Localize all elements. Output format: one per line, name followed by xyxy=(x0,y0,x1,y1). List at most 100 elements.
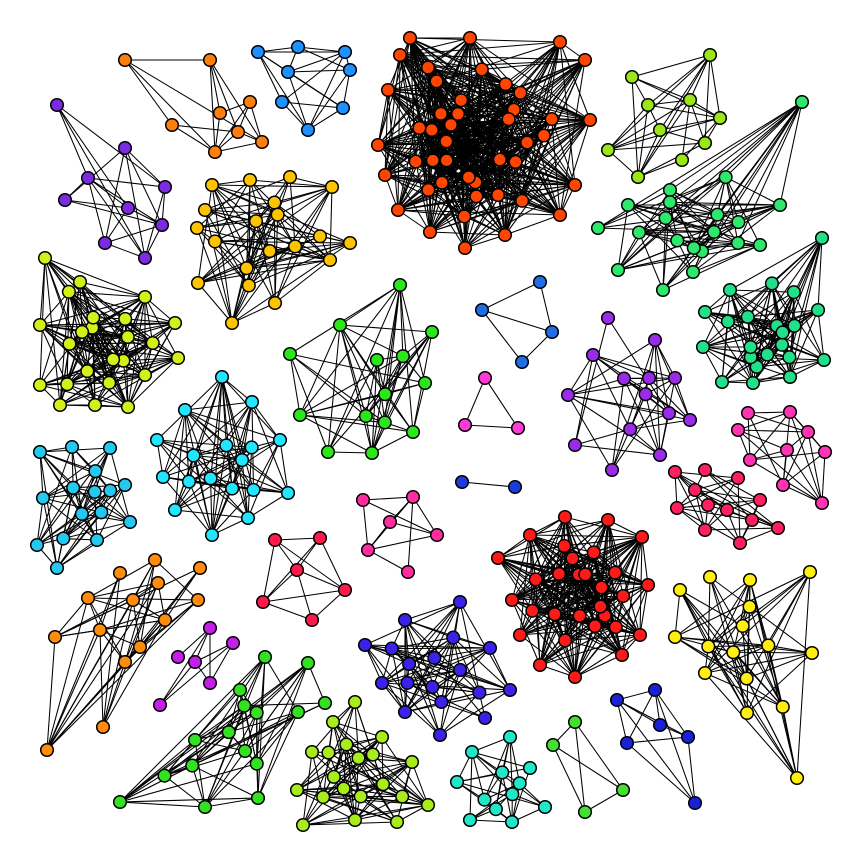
cluster-c10 xyxy=(282,277,440,461)
graph-edge xyxy=(445,140,523,202)
graph-node xyxy=(249,756,264,771)
graph-edge xyxy=(648,377,691,421)
graph-edge xyxy=(39,451,58,569)
graph-node xyxy=(272,432,288,448)
graph-edge xyxy=(531,545,565,612)
cluster-edges-c11 xyxy=(481,281,553,363)
graph-edge xyxy=(617,176,727,271)
graph-edge xyxy=(196,227,331,261)
cluster-c28 xyxy=(449,729,553,830)
graph-edge xyxy=(611,378,625,471)
graph-node xyxy=(320,444,336,460)
graph-edge xyxy=(531,572,616,612)
graph-edge xyxy=(144,296,154,344)
graph-edge xyxy=(99,619,166,631)
graph-edge xyxy=(721,237,823,383)
graph-edge xyxy=(119,705,245,803)
graph-edge xyxy=(322,796,429,806)
graph-edge xyxy=(36,497,44,546)
graph-edge xyxy=(68,291,146,298)
graph-edge xyxy=(679,589,744,627)
graph-node xyxy=(513,85,528,100)
graph-node xyxy=(501,112,516,127)
graph-edge xyxy=(432,113,442,161)
graph-edge xyxy=(674,377,691,421)
graph-edge xyxy=(427,92,521,191)
graph-edge xyxy=(535,545,565,580)
graph-edge xyxy=(704,579,751,674)
graph-edge xyxy=(471,751,486,801)
graph-edge xyxy=(159,661,196,706)
graph-node xyxy=(360,542,376,558)
graph-edge xyxy=(592,354,650,379)
graph-edge xyxy=(497,557,586,575)
graph-node xyxy=(250,790,266,806)
graph-edge xyxy=(343,754,374,790)
graph-edge xyxy=(214,240,271,252)
graph-node xyxy=(515,193,530,208)
cluster-c08 xyxy=(32,250,186,415)
graph-edge xyxy=(171,124,239,133)
graph-edge xyxy=(584,789,624,813)
graph-edge xyxy=(639,536,643,636)
graph-node xyxy=(560,387,576,403)
graph-edge xyxy=(418,127,545,137)
graph-node xyxy=(730,422,746,438)
graph-node xyxy=(207,234,223,249)
graph-node xyxy=(707,224,722,239)
graph-edge xyxy=(44,257,146,298)
graph-edge xyxy=(408,663,441,736)
graph-node xyxy=(752,237,768,253)
graph-node xyxy=(117,52,133,68)
graph-edge xyxy=(171,124,216,153)
graph-node xyxy=(150,575,166,591)
graph-node xyxy=(189,220,205,236)
graph-node xyxy=(640,97,656,113)
graph-node xyxy=(600,142,616,158)
graph-edge xyxy=(559,119,591,216)
graph-node xyxy=(567,177,583,193)
graph-edge xyxy=(704,527,779,531)
graph-edge xyxy=(519,92,545,137)
graph-edge xyxy=(197,186,333,284)
graph-edge xyxy=(737,429,788,451)
graph-node xyxy=(364,445,380,461)
graph-node xyxy=(567,714,583,730)
graph-edge xyxy=(431,637,454,688)
graph-edge xyxy=(616,699,689,738)
graph-node xyxy=(92,622,108,638)
graph-edge xyxy=(46,661,126,751)
graph-edge xyxy=(296,569,346,591)
graph-edge xyxy=(42,497,98,541)
graph-edge xyxy=(163,775,206,808)
graph-edge xyxy=(412,382,426,433)
cluster-c04 xyxy=(49,97,173,266)
graph-node xyxy=(744,512,760,528)
graph-edge xyxy=(623,378,691,421)
graph-edge xyxy=(519,59,586,94)
graph-node xyxy=(537,799,553,815)
graph-edge xyxy=(87,177,166,188)
graph-edge xyxy=(194,642,234,663)
graph-node xyxy=(655,282,671,298)
graph-edge xyxy=(144,186,166,259)
graph-edge xyxy=(269,242,351,252)
graph-node xyxy=(593,599,608,614)
graph-edge xyxy=(124,147,146,259)
graph-edge xyxy=(469,37,591,121)
graph-edge xyxy=(162,446,253,478)
graph-edge xyxy=(87,597,199,601)
graph-node xyxy=(365,747,380,762)
cluster-c25 xyxy=(357,594,518,743)
graph-node xyxy=(292,407,308,423)
graph-edge xyxy=(257,51,283,103)
graph-edge xyxy=(574,634,641,678)
graph-edge xyxy=(184,409,227,446)
graph-edge xyxy=(567,354,594,396)
graph-edge xyxy=(713,176,727,233)
graph-node xyxy=(336,781,351,796)
graph-edge xyxy=(623,378,661,456)
graph-edge xyxy=(749,606,784,708)
graph-edge xyxy=(39,324,110,384)
graph-node xyxy=(774,337,790,352)
